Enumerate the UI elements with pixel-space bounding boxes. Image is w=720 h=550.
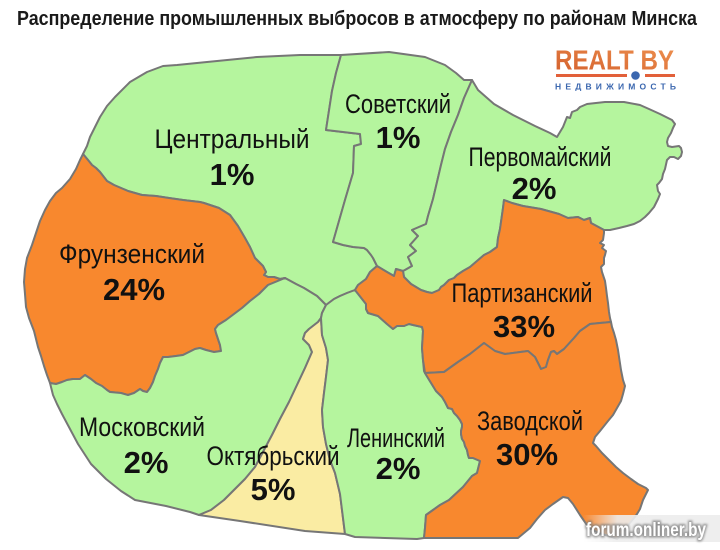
svg-text:Распределение промышленных выб: Распределение промышленных выбросов в ат… xyxy=(17,8,698,30)
svg-text:Советский: Советский xyxy=(345,89,451,119)
svg-text:Центральный: Центральный xyxy=(155,124,310,154)
svg-text:2%: 2% xyxy=(376,451,421,486)
svg-text:forum.onliner.by: forum.onliner.by xyxy=(586,520,706,541)
svg-text:2%: 2% xyxy=(512,171,557,206)
svg-text:Фрунзенский: Фрунзенский xyxy=(59,239,205,269)
svg-text:Московский: Московский xyxy=(79,412,205,442)
svg-text:Партизанский: Партизанский xyxy=(452,278,593,308)
svg-text:Ленинский: Ленинский xyxy=(347,423,445,453)
svg-text:REALT BY: REALT BY xyxy=(555,44,674,75)
svg-text:НЕДВИЖИМОСТЬ: НЕДВИЖИМОСТЬ xyxy=(555,81,676,91)
svg-text:5%: 5% xyxy=(251,472,296,507)
svg-text:Заводской: Заводской xyxy=(477,406,583,436)
svg-text:33%: 33% xyxy=(493,309,555,344)
svg-text:Первомайский: Первомайский xyxy=(469,142,612,172)
svg-text:1%: 1% xyxy=(376,120,421,155)
svg-text:1%: 1% xyxy=(210,157,255,192)
svg-text:30%: 30% xyxy=(496,437,558,472)
svg-text:Октябрьский: Октябрьский xyxy=(207,441,340,471)
svg-text:2%: 2% xyxy=(124,445,169,480)
svg-text:forum.onliner.by: forum.onliner.by xyxy=(586,520,706,541)
svg-text:24%: 24% xyxy=(103,272,165,307)
